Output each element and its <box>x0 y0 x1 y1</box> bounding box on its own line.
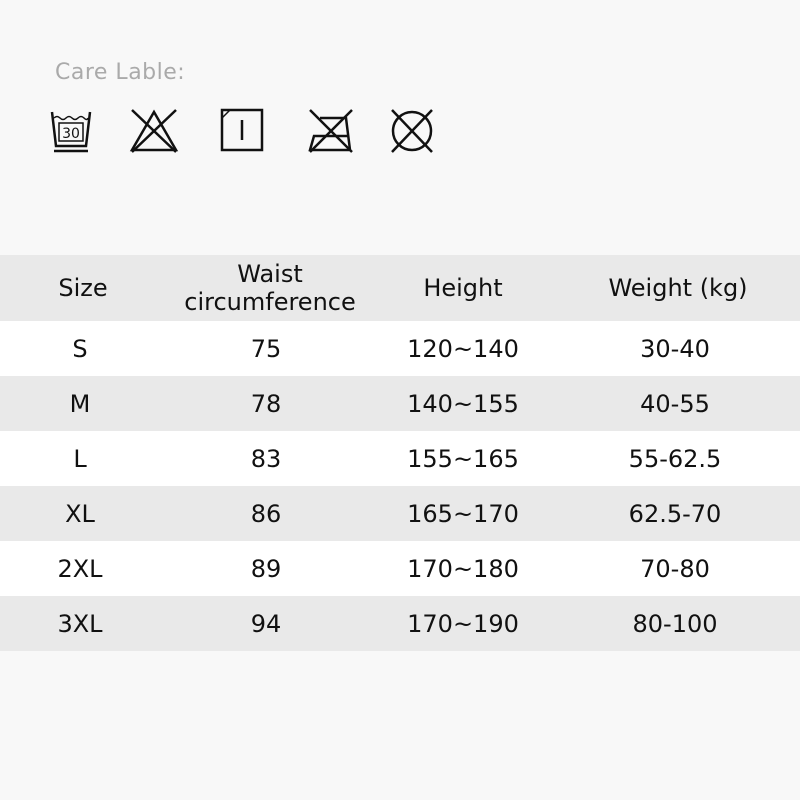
header-weight: Weight (kg) <box>608 274 748 302</box>
table-cell: 55-62.5 <box>628 444 722 473</box>
svg-text:30: 30 <box>62 126 80 142</box>
tumble-dry-icon <box>220 108 264 152</box>
table-cell: 78 <box>250 389 282 418</box>
table-row: S 75 120~140 30-40 <box>0 321 800 376</box>
header-height: Height <box>423 274 503 302</box>
table-cell: 120~140 <box>407 334 519 363</box>
table-row: 2XL 89 170~180 70-80 <box>0 541 800 596</box>
table-cell: 170~180 <box>407 554 519 583</box>
table-cell: L <box>73 444 87 473</box>
table-cell: M <box>69 389 91 418</box>
header-waist-line1: Waist <box>237 260 303 288</box>
wash-30-icon: 30 <box>50 111 92 153</box>
table-cell: 70-80 <box>640 554 710 583</box>
table-cell: S <box>72 334 88 363</box>
table-cell: 86 <box>250 499 282 528</box>
care-label-title: Care Lable: <box>55 60 186 85</box>
table-cell: 75 <box>250 334 282 363</box>
table-cell: 165~170 <box>407 499 519 528</box>
table-cell: 89 <box>250 554 282 583</box>
header-size: Size <box>58 274 108 302</box>
no-dry-clean-icon <box>391 109 433 153</box>
header-waist: Waist circumference <box>184 260 355 316</box>
table-cell: 170~190 <box>407 609 519 638</box>
table-cell: 155~165 <box>407 444 519 473</box>
table-row: XL 86 165~170 62.5-70 <box>0 486 800 541</box>
table-cell: 40-55 <box>640 389 710 418</box>
table-row: M 78 140~155 40-55 <box>0 376 800 431</box>
no-bleach-icon <box>129 109 179 153</box>
table-cell: XL <box>65 499 95 528</box>
table-header: Size Waist circumference Height Weight (k… <box>0 255 800 321</box>
table-cell: 80-100 <box>632 609 718 638</box>
table-row: 3XL 94 170~190 80-100 <box>0 596 800 651</box>
table-cell: 62.5-70 <box>628 499 722 528</box>
table-cell: 83 <box>250 444 282 473</box>
header-waist-line2: circumference <box>184 288 356 316</box>
table-cell: 30-40 <box>640 334 710 363</box>
table-cell: 3XL <box>57 609 103 638</box>
table-cell: 140~155 <box>407 389 519 418</box>
table-cell: 94 <box>250 609 282 638</box>
no-iron-icon <box>308 109 353 153</box>
table-cell: 2XL <box>57 554 103 583</box>
table-row: L 83 155~165 55-62.5 <box>0 431 800 486</box>
